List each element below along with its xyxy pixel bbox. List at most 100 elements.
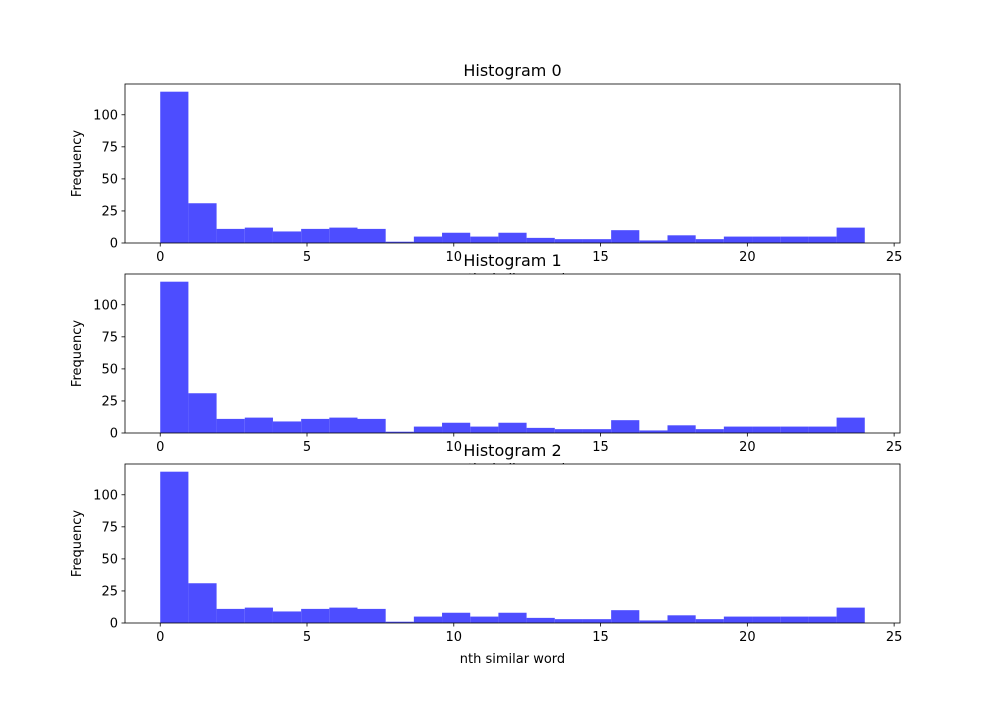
histogram-bar [554, 429, 583, 433]
y-tick-label: 25 [101, 394, 118, 409]
histogram-bar [272, 231, 302, 243]
histogram-bar [695, 619, 724, 623]
y-tick-label: 100 [93, 488, 118, 503]
chart-title: Histogram 0 [463, 61, 561, 80]
x-tick-label: 10 [446, 250, 463, 265]
histogram-bar [582, 239, 612, 243]
y-tick-label: 75 [101, 520, 118, 535]
x-axis-label: nth similar word [460, 652, 565, 667]
chart-title: Histogram 1 [463, 251, 561, 270]
histogram-bar [780, 426, 809, 433]
histogram-bar [216, 418, 245, 433]
y-tick-label: 0 [110, 617, 118, 632]
y-tick-label: 100 [93, 298, 118, 313]
histogram-bar [442, 612, 471, 623]
histogram-bar [780, 236, 809, 243]
axes-frame [124, 273, 901, 434]
histogram-bar [442, 232, 471, 243]
histogram-2: 0 5 10 15 20 25 0 25 50 75 100 Histogram 2 Frequency… [70, 441, 902, 667]
histogram-bar [413, 426, 443, 433]
histogram-bar [808, 236, 837, 243]
histogram-bar [413, 236, 443, 243]
axes-frame [124, 463, 901, 624]
histogram-bar [723, 236, 753, 243]
histogram-bar [160, 91, 189, 244]
y-tick-label: 0 [110, 427, 118, 442]
y-tick-label: 50 [101, 172, 118, 187]
histogram-bar [470, 236, 499, 243]
histogram-bar [188, 203, 217, 243]
histogram-bar [639, 240, 668, 243]
histogram-bar [554, 239, 583, 243]
histogram-bar [498, 612, 527, 623]
histogram-bar [272, 421, 302, 433]
histogram-bar [329, 607, 358, 623]
y-tick-label: 75 [101, 140, 118, 155]
y-tick-label: 75 [101, 330, 118, 345]
histogram-bar [329, 227, 358, 243]
x-tick-label: 5 [303, 440, 311, 455]
histogram-bar [582, 619, 612, 623]
histogram-bar [526, 237, 555, 243]
histogram-bar [272, 611, 302, 623]
histogram-bar [301, 418, 330, 433]
x-tick-label: 20 [739, 440, 756, 455]
histogram-bar [639, 430, 668, 433]
y-tick-label: 25 [101, 204, 118, 219]
histogram-bar [470, 616, 499, 623]
histogram-bar [301, 608, 330, 623]
histogram-bar [667, 425, 696, 433]
histogram-bar [413, 616, 443, 623]
histogram-bar [808, 616, 837, 623]
histogram-bar [357, 228, 386, 243]
x-tick-label: 0 [156, 630, 164, 645]
histogram-bar [554, 619, 583, 623]
histogram-bar [611, 420, 640, 433]
x-tick-label: 15 [592, 630, 609, 645]
histogram-bar [244, 417, 273, 433]
histogram-bar [498, 422, 527, 433]
histogram-bar [808, 426, 837, 433]
y-tick-label: 50 [101, 552, 118, 567]
y-tick-label: 25 [101, 584, 118, 599]
histogram-bar [244, 227, 273, 243]
histogram-bar [836, 417, 865, 433]
axes-background [125, 464, 900, 623]
histogram-bar [244, 607, 273, 623]
histogram-bar [752, 616, 781, 623]
histogram-bar [526, 427, 555, 433]
y-axis-label: Frequency [70, 320, 85, 387]
histogram-bar [723, 426, 753, 433]
histogram-bar [695, 429, 724, 433]
x-tick-label: 5 [303, 250, 311, 265]
chart-title: Histogram 2 [463, 441, 561, 460]
histogram-bar [836, 227, 865, 243]
histogram-bar [639, 620, 668, 623]
y-axis-label: Frequency [70, 130, 85, 197]
histogram-bar [216, 228, 245, 243]
histogram-bar [216, 608, 245, 623]
histogram-bar [188, 583, 217, 623]
histogram-bar [498, 232, 527, 243]
histogram-bar [695, 239, 724, 243]
x-tick-label: 20 [739, 630, 756, 645]
y-tick-label: 100 [93, 108, 118, 123]
histogram-bar [160, 471, 189, 623]
x-tick-label: 0 [156, 440, 164, 455]
y-tick-label: 50 [101, 362, 118, 377]
histogram-bar [752, 236, 781, 243]
y-axis-label: Frequency [70, 510, 85, 577]
histogram-bar [442, 422, 471, 433]
histogram-bar [329, 417, 358, 433]
histogram-bar [780, 616, 809, 623]
histogram-bar [611, 610, 640, 623]
histogram-bar [470, 426, 499, 433]
histogram-bar [301, 228, 330, 243]
histogram-bar [188, 393, 217, 433]
x-tick-label: 25 [886, 630, 903, 645]
x-tick-label: 10 [446, 630, 463, 645]
histogram-bar [160, 281, 189, 433]
